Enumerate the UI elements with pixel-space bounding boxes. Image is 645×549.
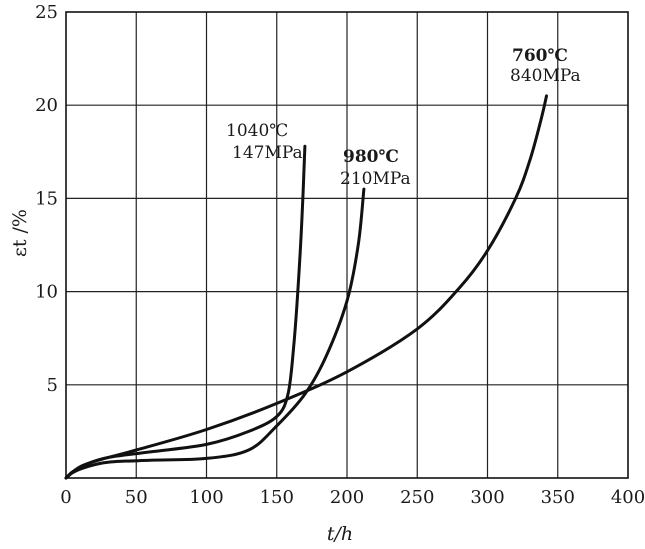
series-1040c-stress-label: 147MPa bbox=[232, 143, 303, 163]
grid bbox=[66, 12, 628, 478]
series-1040c-temp-label: 1040℃ bbox=[226, 121, 288, 141]
x-tick-label: 50 bbox=[125, 487, 148, 508]
y-axis-label: εt /% bbox=[9, 209, 31, 257]
x-tick-label: 400 bbox=[611, 487, 645, 508]
series-980c-stress-label: 210MPa bbox=[340, 169, 411, 189]
x-tick-label: 300 bbox=[470, 487, 504, 508]
series-1040c-curve bbox=[64, 144, 307, 480]
y-tick-label: 15 bbox=[35, 188, 58, 209]
y-tick-label: 5 bbox=[47, 375, 58, 396]
y-tick-label: 20 bbox=[35, 95, 58, 116]
series-980c-curve bbox=[64, 187, 366, 480]
tick-labels: 0 50 100 150 200 250 300 350 400 5 10 15 20 25 bbox=[35, 2, 645, 508]
x-tick-label: 0 bbox=[60, 487, 71, 508]
x-tick-label: 250 bbox=[400, 487, 434, 508]
series-760c-curve bbox=[64, 94, 548, 480]
plot-area bbox=[64, 94, 548, 480]
x-tick-label: 100 bbox=[189, 487, 223, 508]
y-tick-label: 10 bbox=[35, 282, 58, 303]
series-760c-stress-label: 840MPa bbox=[510, 66, 581, 86]
x-tick-label: 200 bbox=[330, 487, 364, 508]
series-760c-temp-label: 760℃ bbox=[512, 46, 568, 66]
series-980c-temp-label: 980℃ bbox=[343, 147, 399, 167]
x-tick-label: 150 bbox=[260, 487, 294, 508]
x-axis-label: t/h bbox=[327, 523, 353, 545]
x-tick-label: 350 bbox=[541, 487, 575, 508]
y-tick-label: 25 bbox=[35, 2, 58, 23]
plot-frame bbox=[65, 11, 629, 479]
